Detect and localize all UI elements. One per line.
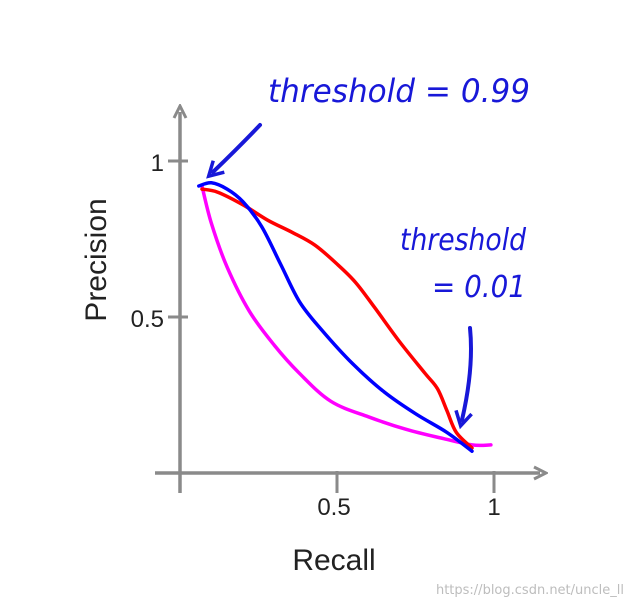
annotation-arrow-low: [454, 326, 473, 430]
watermark: https://blog.csdn.net/uncle_ll: [435, 583, 624, 598]
y-axis-label: Precision: [80, 198, 113, 321]
x-tick-label-1: 1: [487, 494, 500, 521]
x-tick-label-0.5: 0.5: [317, 494, 350, 521]
annotation-threshold-001-line2: = 0.01: [432, 270, 526, 305]
annotation-threshold-099: threshold = 0.99: [268, 72, 530, 110]
series-group: [197, 181, 493, 453]
tick-marks: [168, 159, 496, 493]
series-line-magenta: [200, 184, 493, 448]
series-line-blue: [197, 181, 474, 453]
y-tick-label-0.5: 0.5: [131, 306, 164, 333]
annotation-arrow-high: [206, 123, 262, 179]
annotation-threshold-001-line1: threshold: [400, 223, 527, 258]
x-axis-label: Recall: [292, 544, 375, 577]
y-tick-label-1: 1: [151, 150, 164, 177]
